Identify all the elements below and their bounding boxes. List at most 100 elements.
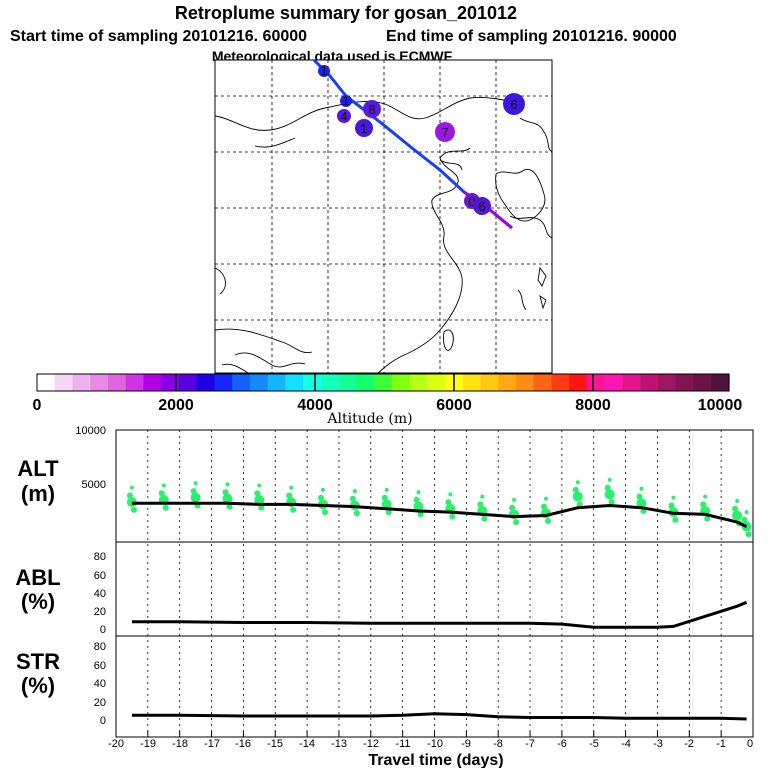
alt-cluster-point <box>608 499 615 506</box>
svg-text:8: 8 <box>368 102 375 117</box>
svg-text:7: 7 <box>441 125 448 140</box>
alt-cluster-point <box>289 485 294 490</box>
alt-cluster-point <box>258 504 265 511</box>
alt-cluster-point <box>639 486 644 491</box>
colorbar-swatch <box>320 374 340 391</box>
alt-cluster-point <box>162 504 169 511</box>
colorbar-swatch <box>249 374 269 391</box>
colorbar-swatch <box>409 374 428 391</box>
colorbar-label: Altitude (m) <box>326 411 412 427</box>
colorbar-swatch <box>533 374 553 391</box>
abl-y-tick: 40 <box>94 588 106 600</box>
x-tick-label: -7 <box>525 738 535 750</box>
colorbar-swatch <box>622 374 641 391</box>
x-tick-label: -4 <box>621 738 631 750</box>
timeseries-gridlines <box>147 430 722 737</box>
str-panel-unit: (%) <box>21 673 55 698</box>
abl-panel-unit: (%) <box>21 589 55 614</box>
x-tick-marks <box>115 731 754 737</box>
trajectory-markers: 1 1 4 8 6 7 1 0 6 <box>318 63 525 215</box>
trajectory-marker: 6 <box>473 197 491 215</box>
alt-cluster-point <box>448 492 453 497</box>
colorbar-tick: 0 <box>33 397 42 414</box>
str-y-ticks: 0 20 40 60 80 <box>94 641 106 727</box>
alt-cluster-point <box>607 477 612 482</box>
alt-cluster-point <box>286 492 293 499</box>
alt-cluster-point <box>513 519 520 526</box>
svg-text:1: 1 <box>342 93 349 108</box>
alt-cluster-point <box>190 488 197 495</box>
svg-text:4: 4 <box>340 109 347 124</box>
colorbar-swatch <box>658 374 677 391</box>
colorbar-swatch <box>196 374 216 391</box>
alt-cluster-point <box>158 490 165 497</box>
colorbar-swatch <box>143 374 162 391</box>
alt-cluster-point <box>126 492 133 499</box>
alt-panel-label: ALT <box>17 456 59 481</box>
colorbar-swatch <box>551 374 570 391</box>
x-tick-label: -11 <box>395 738 410 750</box>
alt-cluster-point <box>161 483 166 488</box>
colorbar-swatch <box>107 374 127 391</box>
colorbar-tick: 6000 <box>436 397 472 414</box>
alt-cluster-point <box>732 505 739 512</box>
alt-cluster-point <box>190 492 201 503</box>
start-time-label: Start time of sampling 20101216. 60000 <box>10 28 307 45</box>
x-tick-label: -19 <box>140 738 156 750</box>
alt-cluster-point <box>477 501 484 508</box>
trajectory-marker: 6 <box>503 93 525 115</box>
alt-cluster-point <box>353 510 360 517</box>
alt-cluster-point <box>222 489 229 496</box>
colorbar-swatch <box>214 374 233 391</box>
colorbar-swatch <box>303 374 322 391</box>
str-line <box>131 712 747 721</box>
alt-cluster-point <box>193 481 198 486</box>
alt-cluster-point <box>636 498 647 509</box>
alt-cluster-point <box>290 506 297 513</box>
altitude-colorbar <box>36 373 730 392</box>
alt-cluster-point <box>668 502 675 509</box>
alt-y-tick: 5000 <box>82 479 106 491</box>
colorbar-tick: 4000 <box>297 397 333 414</box>
alt-cluster-point <box>254 494 265 505</box>
colorbar-swatch <box>427 374 446 391</box>
colorbar-ticks: 0 2000 4000 6000 8000 10000 <box>33 397 743 414</box>
alt-cluster-point <box>416 490 421 495</box>
alt-cluster-point <box>318 494 324 501</box>
svg-text:6: 6 <box>510 97 517 112</box>
alt-scatter <box>126 477 752 538</box>
alt-cluster-point <box>349 495 356 502</box>
colorbar-swatch <box>516 374 535 391</box>
colorbar-swatch <box>338 374 357 391</box>
alt-cluster-point <box>509 504 516 511</box>
colorbar-swatch <box>90 374 109 391</box>
svg-text:1: 1 <box>320 63 327 78</box>
x-tick-label: -14 <box>299 738 315 750</box>
alt-cluster-point <box>381 494 388 501</box>
x-tick-label: -1 <box>716 738 726 750</box>
end-time-label: End time of sampling 20101216. 90000 <box>386 28 677 45</box>
colorbar-swatch <box>178 374 198 391</box>
alt-cluster-point <box>735 499 740 503</box>
alt-cluster-point <box>604 489 615 500</box>
x-tick-label: -17 <box>204 738 220 750</box>
alt-cluster-point <box>512 497 517 502</box>
x-tick-label: -13 <box>331 738 347 750</box>
alt-cluster-point <box>130 506 137 513</box>
trajectory-marker: 1 <box>340 93 352 108</box>
colorbar-swatch <box>72 374 91 391</box>
x-tick-label: -3 <box>653 738 663 750</box>
alt-cluster-point <box>672 516 679 523</box>
x-tick-label: -12 <box>363 738 379 750</box>
alt-cluster-point <box>481 515 488 522</box>
series-lines <box>131 501 748 721</box>
abl-line <box>131 600 748 629</box>
x-tick-label: -9 <box>461 738 471 750</box>
alt-cluster-point <box>541 503 547 510</box>
alt-cluster-point <box>129 485 134 490</box>
colorbar-swatch <box>356 374 375 391</box>
map-frame <box>214 59 553 374</box>
x-tick-label: 0 <box>747 738 753 750</box>
colorbar-swatch <box>569 374 588 391</box>
